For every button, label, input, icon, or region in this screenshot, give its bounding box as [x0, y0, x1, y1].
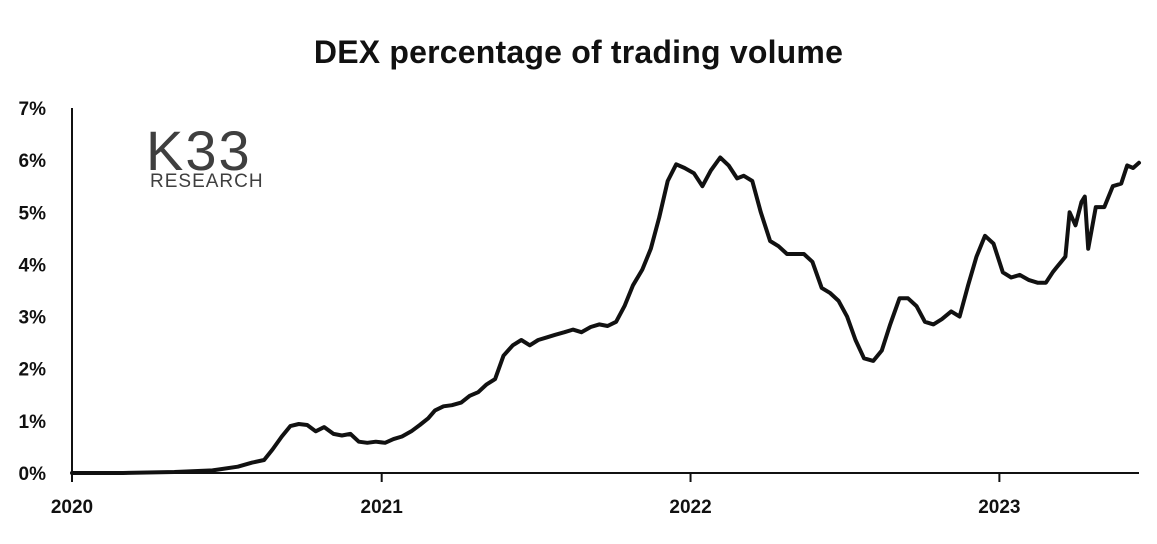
- y-tick-label: 7%: [19, 99, 47, 120]
- series-line: [70, 155, 1141, 475]
- chart-title: DEX percentage of trading volume: [313, 34, 844, 70]
- y-tick-label: 6%: [19, 151, 47, 172]
- y-tick-label: 0%: [19, 464, 47, 485]
- y-tick-label: 1%: [19, 412, 47, 433]
- y-tick-label: 3%: [19, 308, 47, 329]
- x-tick-label: 2020: [51, 497, 93, 518]
- y-tick-label: 4%: [19, 255, 47, 276]
- y-tick-label: 5%: [19, 203, 47, 224]
- logo-mark: K33: [146, 119, 252, 182]
- k33-research-logo: K33 RESEARCH: [146, 119, 264, 192]
- logo-subtitle: RESEARCH: [150, 171, 264, 192]
- x-tick-label: 2022: [669, 497, 711, 518]
- y-tick-label: 2%: [19, 360, 47, 381]
- x-tick-label: 2023: [978, 497, 1020, 518]
- x-tick-label: 2021: [361, 497, 404, 518]
